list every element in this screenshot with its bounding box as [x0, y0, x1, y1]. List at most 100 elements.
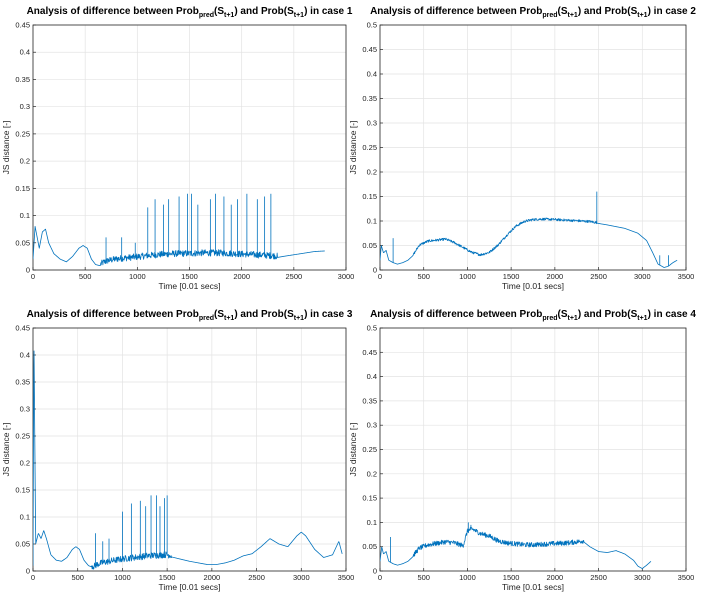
y-tick-label: 0.05 — [362, 241, 377, 250]
y-tick-label: 0.45 — [15, 21, 30, 30]
x-tick-label: 1000 — [459, 573, 476, 582]
y-tick-label: 0.3 — [20, 405, 30, 414]
title-text: (S — [558, 6, 568, 17]
x-tick-label: 500 — [71, 573, 84, 582]
y-tick-label: 0.3 — [367, 119, 377, 128]
title-subscript: t+1 — [294, 315, 304, 322]
title-text: ) in case 2 — [648, 6, 697, 17]
x-axis-label: Time [0.01 secs] — [158, 281, 220, 291]
x-tick-label: 1500 — [503, 272, 520, 281]
chart-title: Analysis of difference between Probpred(… — [27, 6, 353, 19]
y-tick-label: 0.4 — [20, 48, 30, 57]
y-tick-label: 0.25 — [15, 432, 30, 441]
title-text: (S — [558, 309, 568, 320]
x-tick-label: 500 — [417, 272, 430, 281]
title-subscript: t+1 — [568, 315, 578, 322]
y-tick-label: 0.05 — [15, 238, 30, 247]
chart-title: Analysis of difference between Probpred(… — [370, 6, 696, 19]
x-tick-label: 2000 — [547, 272, 564, 281]
title-subscript: pred — [542, 12, 557, 19]
y-tick-label: 0.1 — [20, 513, 30, 522]
x-tick-label: 1000 — [459, 272, 476, 281]
y-tick-label: 0.25 — [362, 143, 377, 152]
y-tick-label: 0.2 — [20, 157, 30, 166]
x-tick-label: 2000 — [547, 573, 564, 582]
title-subscript: t+1 — [294, 12, 304, 19]
x-tick-label: 2500 — [590, 573, 607, 582]
x-tick-label: 0 — [378, 573, 382, 582]
title-text: ) and Prob(S — [578, 309, 638, 320]
y-axis-label: JS distance [-] — [1, 423, 11, 477]
y-tick-label: 0.45 — [362, 348, 377, 357]
y-tick-label: 0 — [373, 266, 377, 275]
y-tick-label: 0.45 — [15, 324, 30, 333]
y-tick-label: 0.15 — [362, 494, 377, 503]
y-tick-label: 0.3 — [20, 102, 30, 111]
x-tick-label: 2500 — [285, 272, 302, 281]
x-axis-label: Time [0.01 secs] — [502, 582, 564, 592]
x-tick-label: 0 — [31, 573, 35, 582]
x-tick-label: 1000 — [114, 573, 131, 582]
title-subscript: t+1 — [224, 12, 234, 19]
title-subscript: t+1 — [637, 315, 647, 322]
x-tick-label: 3500 — [678, 272, 695, 281]
title-text: ) and Prob(S — [234, 309, 294, 320]
x-axis-label: Time [0.01 secs] — [158, 582, 220, 592]
chart-title: Analysis of difference between Probpred(… — [370, 309, 696, 322]
y-tick-label: 0 — [26, 567, 30, 576]
y-tick-label: 0.4 — [367, 372, 377, 381]
x-tick-label: 1500 — [159, 573, 176, 582]
chart-panel-2: 0 500 1000 1500 2000 2500 3000 3500 0 0.05 0.1 0.15… — [348, 6, 696, 291]
y-tick-label: 0.1 — [367, 217, 377, 226]
y-tick-label: 0.15 — [362, 192, 377, 201]
y-tick-label: 0.2 — [20, 459, 30, 468]
y-tick-label: 0.15 — [15, 486, 30, 495]
x-tick-label: 3000 — [634, 573, 651, 582]
title-subscript: pred — [542, 315, 557, 322]
title-text: ) in case 4 — [648, 309, 697, 320]
x-tick-label: 1500 — [503, 573, 520, 582]
series-line — [33, 350, 343, 570]
y-tick-label: 0.5 — [367, 21, 377, 30]
chart-panel-3: 0 500 1000 1500 2000 2500 3000 3500 0 0.05 0.1 0.15… — [1, 309, 354, 592]
chart-panel-4: 0 500 1000 1500 2000 2500 3000 3500 0 0.05 0.1 0.15… — [348, 309, 696, 592]
chart-title: Analysis of difference between Probpred(… — [27, 309, 353, 322]
y-tick-label: 0.1 — [20, 211, 30, 220]
title-text: Analysis of difference between Prob — [27, 6, 199, 17]
y-tick-label: 0 — [26, 266, 30, 275]
x-tick-label: 3000 — [338, 272, 355, 281]
title-text: ) in case 1 — [304, 6, 353, 17]
y-tick-label: 0.15 — [15, 184, 30, 193]
y-tick-label: 0.45 — [362, 45, 377, 54]
title-subscript: t+1 — [637, 12, 647, 19]
x-tick-label: 2000 — [204, 573, 221, 582]
title-subscript: pred — [199, 315, 214, 322]
x-axis-label: Time [0.01 secs] — [502, 281, 564, 291]
series-line — [380, 217, 678, 268]
title-subscript: pred — [199, 12, 214, 19]
title-text: ) and Prob(S — [234, 6, 294, 17]
plot-area-frame — [32, 327, 347, 572]
y-tick-label: 0.35 — [15, 75, 30, 84]
y-tick-label: 0.1 — [367, 518, 377, 527]
series-js-distance — [33, 193, 325, 267]
y-tick-label: 0.2 — [367, 168, 377, 177]
x-tick-label: 3000 — [293, 573, 310, 582]
x-tick-label: 0 — [378, 272, 382, 281]
y-tick-label: 0 — [373, 567, 377, 576]
title-text: ) and Prob(S — [578, 6, 638, 17]
title-text: ) in case 3 — [304, 309, 353, 320]
series-js-distance — [380, 191, 678, 268]
y-tick-label: 0.25 — [362, 445, 377, 454]
y-tick-label: 0.4 — [20, 351, 30, 360]
y-tick-label: 0.2 — [367, 469, 377, 478]
title-text: Analysis of difference between Prob — [27, 309, 199, 320]
y-tick-label: 0.35 — [362, 396, 377, 405]
title-text: (S — [214, 6, 224, 17]
title-subscript: t+1 — [224, 315, 234, 322]
y-tick-label: 0.35 — [362, 94, 377, 103]
x-tick-label: 3000 — [634, 272, 651, 281]
y-tick-label: 0.35 — [15, 378, 30, 387]
